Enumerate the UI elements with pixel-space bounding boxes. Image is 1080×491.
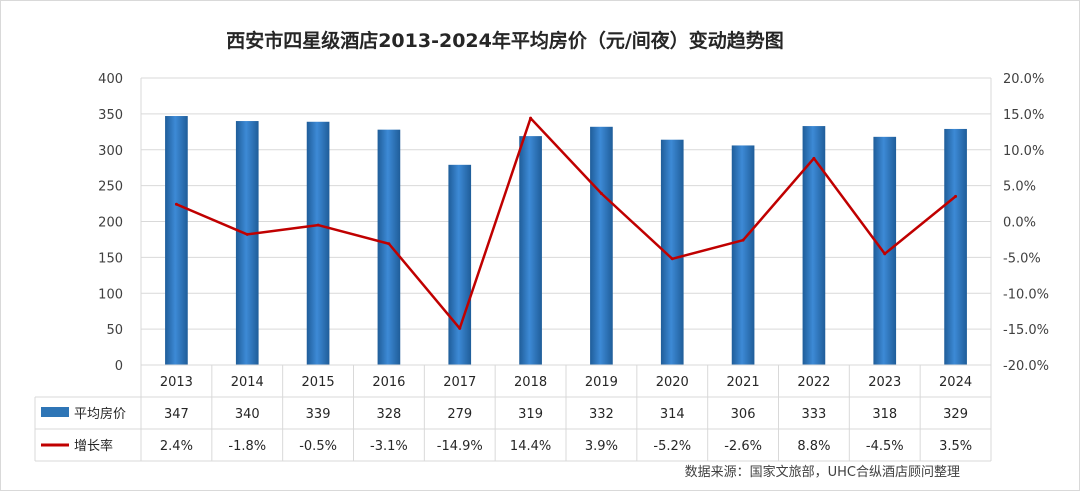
x-tick-label: 2018 bbox=[514, 375, 547, 390]
growth-value-label: 3.9% bbox=[585, 439, 618, 454]
bar bbox=[590, 126, 613, 365]
source-note: 数据来源：国家文旅部，UHC合纵酒店顾问整理 bbox=[685, 464, 960, 480]
growth-value-label: -4.5% bbox=[866, 439, 904, 454]
bar bbox=[165, 116, 188, 365]
growth-line bbox=[175, 116, 957, 330]
x-tick-label: 2019 bbox=[585, 375, 618, 390]
bar-value-label: 306 bbox=[731, 407, 756, 422]
line-point bbox=[599, 192, 603, 196]
bar bbox=[731, 145, 755, 365]
line-point bbox=[812, 156, 816, 160]
bar bbox=[448, 164, 472, 365]
y2-tick-label: -20.0% bbox=[1003, 359, 1049, 374]
bar bbox=[802, 126, 826, 365]
bar-value-label: 319 bbox=[518, 407, 543, 422]
bar-value-label: 328 bbox=[377, 407, 402, 422]
growth-value-label: -3.1% bbox=[370, 439, 408, 454]
legend-bar-label: 平均房价 bbox=[74, 406, 126, 422]
bar bbox=[873, 136, 897, 365]
data-table: 2013 347 2.4% 2014 340 -1.8% 2015 339 -0.5% 2016 3… bbox=[34, 364, 992, 462]
x-tick-label: 2021 bbox=[727, 375, 760, 390]
x-tick-label: 2015 bbox=[302, 375, 335, 390]
line-point bbox=[529, 116, 533, 120]
bar bbox=[377, 129, 401, 365]
y-tick-label: 300 bbox=[98, 144, 123, 159]
growth-value-label: 8.8% bbox=[797, 439, 830, 454]
y-tick-label: 200 bbox=[98, 216, 123, 231]
x-tick-label: 2020 bbox=[656, 375, 689, 390]
gridlines bbox=[140, 77, 992, 366]
x-tick-label: 2013 bbox=[160, 375, 193, 390]
bar-value-label: 333 bbox=[802, 407, 827, 422]
bar-value-label: 347 bbox=[164, 407, 189, 422]
line-point bbox=[670, 257, 674, 261]
x-tick-label: 2022 bbox=[797, 375, 830, 390]
bar bbox=[944, 128, 967, 365]
x-tick-label: 2024 bbox=[939, 375, 972, 390]
growth-value-label: -14.9% bbox=[437, 439, 483, 454]
bar-value-label: 318 bbox=[872, 407, 897, 422]
x-tick-label: 2023 bbox=[868, 375, 901, 390]
y2-tick-label: 20.0% bbox=[1003, 72, 1044, 87]
y-tick-label: 0 bbox=[115, 359, 123, 374]
growth-value-label: 3.5% bbox=[939, 439, 972, 454]
x-tick-label: 2016 bbox=[372, 375, 405, 390]
x-tick-label: 2014 bbox=[231, 375, 264, 390]
line-point bbox=[954, 194, 958, 198]
y2-tick-label: 5.0% bbox=[1003, 180, 1036, 195]
y-tick-label: 250 bbox=[98, 180, 123, 195]
bar-series bbox=[165, 116, 967, 365]
bar bbox=[660, 139, 684, 365]
line-point bbox=[741, 238, 745, 242]
y2-tick-label: 0.0% bbox=[1003, 216, 1036, 231]
bar bbox=[235, 121, 259, 365]
line-point bbox=[245, 232, 249, 236]
growth-value-label: -0.5% bbox=[299, 439, 337, 454]
y2-tick-label: -15.0% bbox=[1003, 323, 1049, 338]
y-axis-right: -20.0% -15.0% -10.0% -5.0% 0.0% 5.0% 10.0% 15.0… bbox=[1003, 72, 1049, 374]
growth-value-label: -5.2% bbox=[653, 439, 691, 454]
legend-bar-swatch bbox=[41, 407, 69, 417]
y-tick-label: 350 bbox=[98, 108, 123, 123]
bar-value-label: 340 bbox=[235, 407, 260, 422]
bar-value-label: 339 bbox=[306, 407, 331, 422]
line-point bbox=[458, 326, 462, 330]
y2-tick-label: -10.0% bbox=[1003, 287, 1049, 302]
bar-value-label: 332 bbox=[589, 407, 614, 422]
y2-tick-label: -5.0% bbox=[1003, 251, 1041, 266]
growth-value-label: 14.4% bbox=[510, 439, 551, 454]
bar-value-label: 279 bbox=[447, 407, 472, 422]
y2-tick-label: 15.0% bbox=[1003, 108, 1044, 123]
line-series bbox=[174, 116, 958, 330]
growth-value-label: -1.8% bbox=[228, 439, 266, 454]
bar bbox=[519, 136, 542, 365]
legend-line-label: 增长率 bbox=[74, 438, 113, 454]
bar-value-label: 329 bbox=[943, 407, 968, 422]
growth-value-label: 2.4% bbox=[160, 439, 193, 454]
y-axis-left: 0 50 100 150 200 250 300 350 400 bbox=[98, 72, 123, 374]
line-point bbox=[174, 202, 178, 206]
y-tick-label: 150 bbox=[98, 251, 123, 266]
y-tick-label: 50 bbox=[106, 323, 123, 338]
y-tick-label: 400 bbox=[98, 72, 123, 87]
chart-title: 西安市四星级酒店2013-2024年平均房价（元/间夜）变动趋势图 bbox=[226, 29, 784, 52]
bar bbox=[306, 121, 330, 365]
y-tick-label: 100 bbox=[98, 287, 123, 302]
line-point bbox=[387, 242, 391, 246]
line-point bbox=[883, 252, 887, 256]
line-point bbox=[316, 223, 320, 227]
growth-value-label: -2.6% bbox=[724, 439, 762, 454]
bar-value-label: 314 bbox=[660, 407, 685, 422]
y2-tick-label: 10.0% bbox=[1003, 144, 1044, 159]
x-tick-label: 2017 bbox=[443, 375, 476, 390]
